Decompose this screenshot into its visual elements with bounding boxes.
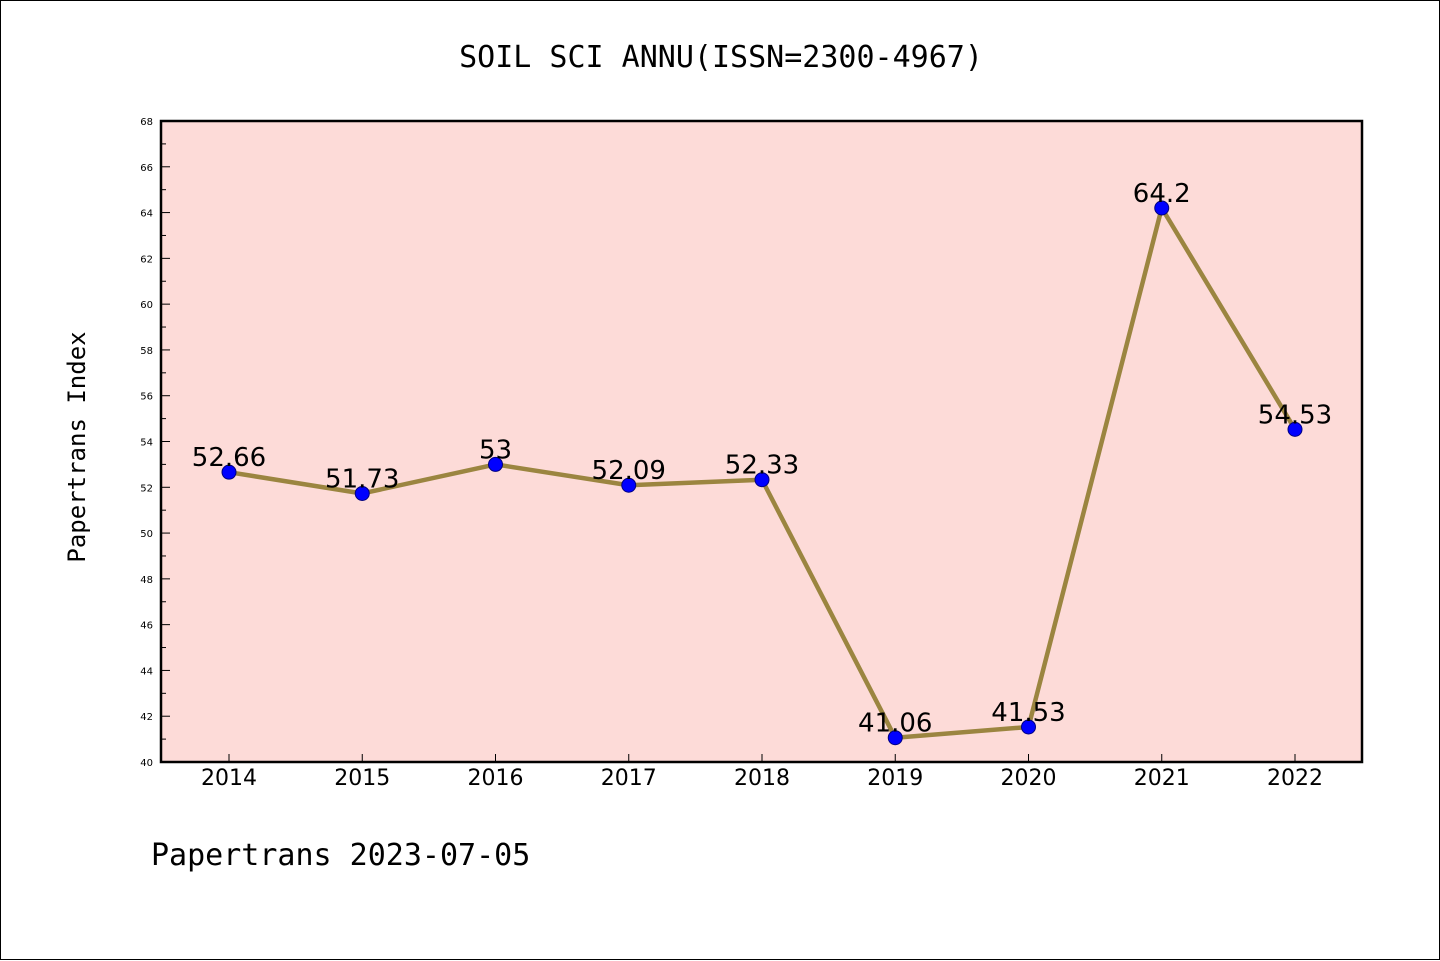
data-label: 54.53	[1258, 400, 1332, 430]
y-tick-label: 66	[140, 163, 153, 174]
data-label: 52.09	[592, 456, 666, 486]
data-point	[621, 477, 637, 493]
y-axis: 40 42 44 46 48 50 52 54 56 58 60 62 64 66 68	[140, 117, 170, 769]
data-point	[754, 472, 770, 488]
x-tick-label: 2018	[734, 766, 790, 791]
x-tick-label: 2020	[1001, 766, 1057, 791]
plot-border	[159, 119, 1364, 764]
data-label: 52.33	[725, 451, 799, 481]
data-point	[488, 456, 503, 472]
y-tick-label: 56	[140, 392, 153, 403]
y-tick-label: 62	[140, 254, 153, 265]
y-tick-label: 54	[140, 438, 153, 449]
footer-text: Papertrans 2023-07-05	[151, 838, 530, 873]
data-label: 41.53	[991, 698, 1065, 728]
data-point	[1154, 200, 1170, 216]
data-point	[1021, 719, 1036, 735]
y-tick-label: 44	[140, 666, 153, 677]
y-tick-label: 64	[140, 209, 153, 220]
y-tick-label: 68	[140, 117, 153, 128]
data-label: 51.73	[325, 464, 399, 494]
y-tick-label: 40	[140, 758, 153, 769]
data-label: 64.2	[1133, 179, 1191, 209]
y-tick-label: 46	[140, 621, 153, 632]
plot-area	[161, 121, 1362, 762]
x-tick-label: 2015	[334, 766, 390, 791]
y-tick-label: 60	[140, 300, 153, 311]
data-point	[887, 730, 903, 746]
y-tick-label: 42	[140, 712, 153, 723]
chart-title: SOIL SCI ANNU(ISSN=2300-4967)	[459, 40, 983, 75]
y-axis-label: Papertrans Index	[63, 331, 91, 562]
data-point	[1287, 421, 1303, 437]
data-point	[354, 485, 370, 501]
y-tick-label: 52	[140, 483, 153, 494]
x-tick-label: 2022	[1267, 766, 1323, 791]
y-tick-label: 50	[140, 529, 153, 540]
x-tick-label: 2021	[1134, 766, 1190, 791]
x-axis: 2014 2015 2016 2017 2018 2019 2020 2021 2022	[201, 754, 1323, 791]
data-point	[221, 464, 237, 480]
data-label: 53	[479, 435, 512, 465]
data-label: 41.06	[858, 709, 932, 739]
y-tick-label: 48	[140, 575, 153, 586]
data-label: 52.66	[192, 443, 266, 473]
y-tick-label: 58	[140, 346, 153, 357]
data-series: 52.66 51.73 53 52.09 52.33 41.06 41.53 64.2 54.5…	[192, 179, 1332, 746]
x-tick-label: 2016	[468, 766, 524, 791]
x-tick-label: 2017	[601, 766, 657, 791]
x-tick-label: 2014	[201, 766, 257, 791]
x-tick-label: 2019	[867, 766, 923, 791]
